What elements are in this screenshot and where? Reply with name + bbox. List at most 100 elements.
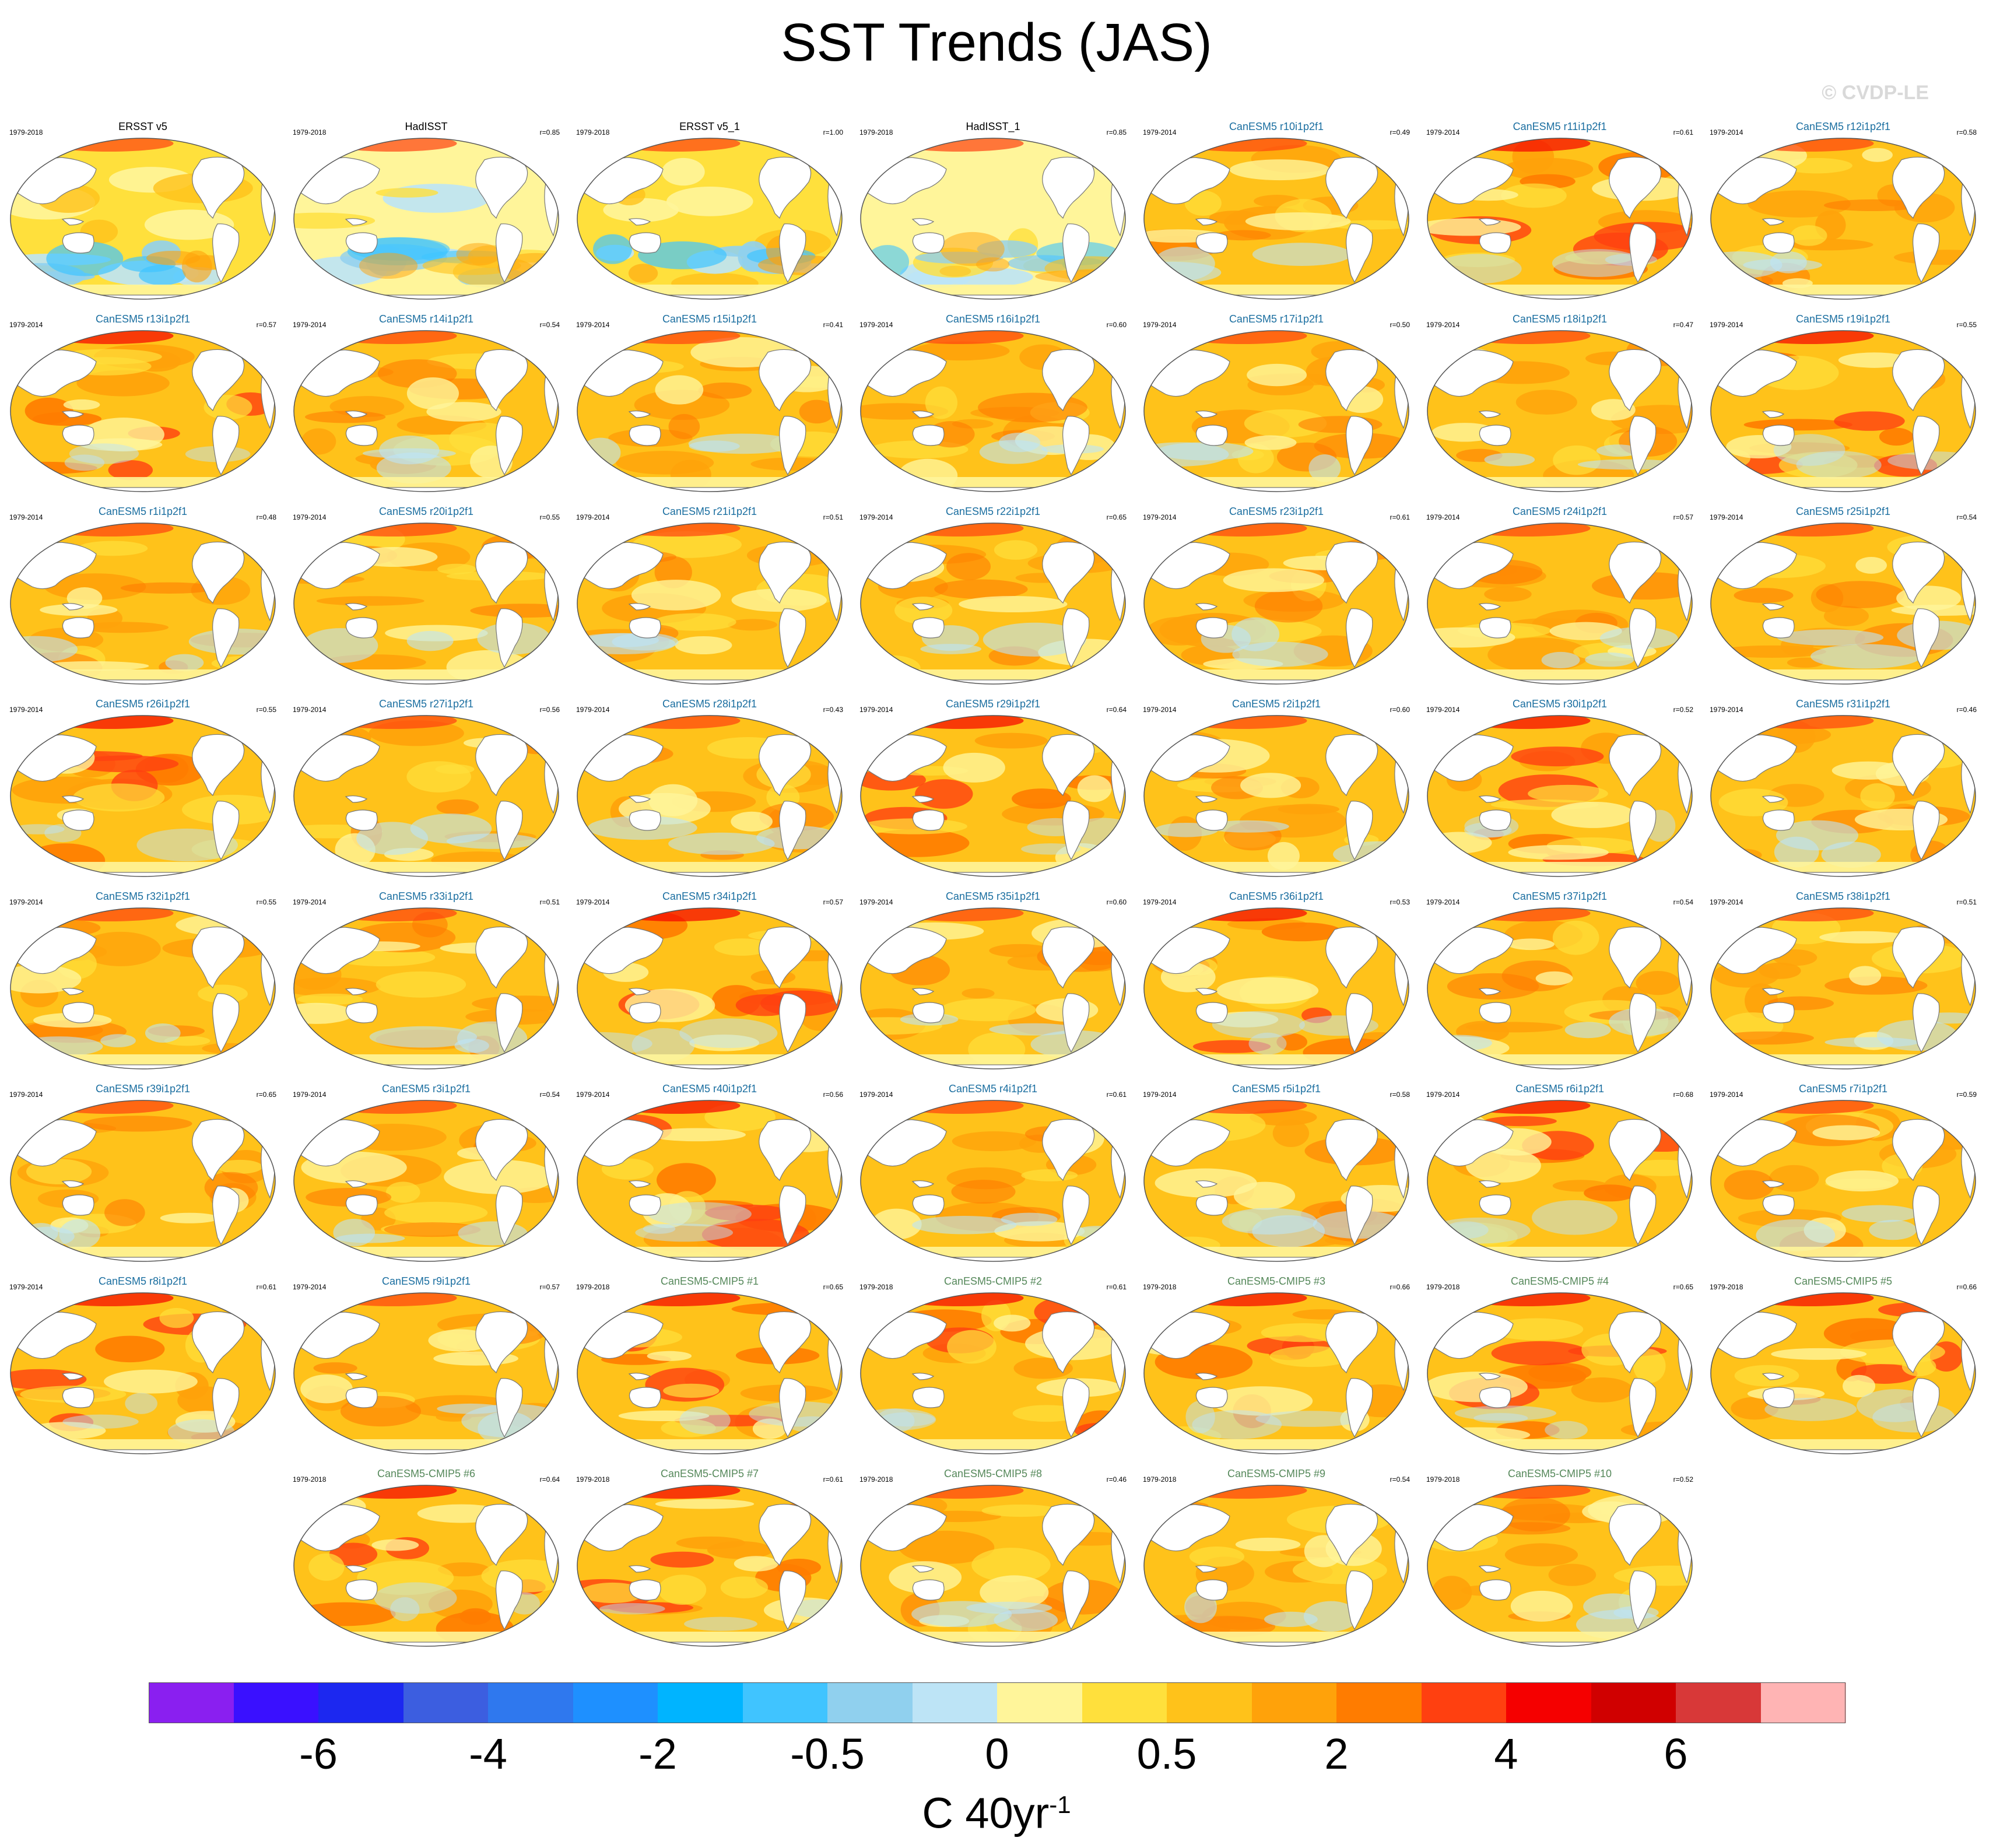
sst-anomaly [668,832,775,855]
sst-trend-map [1427,1485,1693,1647]
continent-3 [1762,1180,1785,1188]
sst-anomaly [994,1314,1031,1332]
sst-anomaly [952,1131,1037,1152]
panel-correlation: r=0.50 [1390,321,1410,329]
sst-anomaly [202,1043,255,1054]
map-outline [1427,138,1693,300]
sst-anomaly [1466,1148,1541,1183]
map-panel: CanESM5 r30i1p2f1 1979-2014 r=0.52 [1423,694,1697,881]
continent-3 [628,795,651,803]
sst-anomaly [656,1163,716,1197]
continent-1 [1062,223,1090,283]
sst-anomaly [1021,1169,1078,1181]
continent-7 [861,1257,1125,1261]
sst-anomaly [1261,1323,1347,1342]
panel-title: CanESM5-CMIP5 #6 [377,1468,476,1479]
sst-trend-map [1427,1100,1693,1262]
panel-correlation: r=0.61 [1673,128,1693,136]
sst-anomaly [947,1330,996,1364]
panel-title: CanESM5-CMIP5 #2 [943,1275,1043,1287]
sst-anomaly [1504,1543,1578,1567]
sst-anomaly [1717,1031,1814,1045]
map-outline [1427,907,1693,1069]
panel-title: CanESM5 r22i1p2f1 [945,506,1041,517]
sst-anomaly [1816,581,1904,608]
panel-correlation: r=0.59 [1956,1090,1977,1099]
continent-1 [212,993,240,1053]
sst-trend-map [293,1485,559,1647]
sst-anomaly [444,1159,555,1194]
map-outline [577,1292,843,1454]
colorbar-tick-label: -0.5 [790,1730,865,1778]
continent-1 [1913,1186,1940,1246]
panel-title: CanESM5-CMIP5 #4 [1510,1275,1609,1287]
map-panel: CanESM5 r17i1p2f1 1979-2014 r=0.50 [1139,309,1413,496]
map-outline [10,715,276,877]
sst-anomaly [1184,190,1222,216]
map-outline [860,1292,1126,1454]
sst-trend-map [293,1100,559,1262]
continent-7 [1144,872,1409,876]
continent-7 [294,1449,559,1454]
map-panel: CanESM5 r36i1p2f1 1979-2014 r=0.53 [1139,886,1413,1073]
continent-6 [1087,1296,1107,1310]
sst-anomaly [1541,651,1580,669]
panel-period: 1979-2014 [1710,128,1743,136]
sst-anomaly [15,1036,103,1057]
sst-anomaly [684,1616,757,1631]
colorbar-tick-label: -2 [638,1730,677,1778]
colorbar-swatch [1251,1682,1337,1723]
sst-anomaly [24,843,106,876]
continent-1 [779,223,806,283]
map-outline [10,1100,276,1262]
continent-1 [1346,801,1373,861]
sst-anomaly [1553,445,1601,475]
sst-anomaly [1748,190,1851,218]
sst-anomaly [894,597,953,625]
map-outline [1143,1485,1409,1647]
continent-1 [1913,993,1940,1053]
sst-anomaly [406,377,459,410]
panel-period: 1979-2014 [859,1090,893,1099]
sst-trend-map [577,1100,843,1262]
continent-3 [1195,218,1218,226]
sst-trend-map [577,907,843,1069]
sst-trend-map [1710,715,1976,877]
continent-1 [496,223,523,283]
panel-title: CanESM5-CMIP5 #5 [1794,1275,1893,1287]
continent-7 [10,487,275,492]
panel-title: CanESM5 r10i1p2f1 [1229,121,1324,132]
sst-trend-map [1143,138,1409,300]
sst-anomaly [100,1034,136,1047]
sst-anomaly [959,595,1068,613]
sst-anomaly [865,245,910,279]
sst-anomaly [458,1221,528,1246]
map-panel: CanESM5-CMIP5 #2 1979-2018 r=0.61 [856,1271,1130,1458]
continent-3 [61,1373,85,1380]
map-panel: CanESM5-CMIP5 #9 1979-2018 r=0.54 [1139,1464,1413,1650]
sst-trend-map [1143,1292,1409,1454]
continent-1 [1062,608,1090,668]
continent-7 [861,1449,1125,1454]
panel-title: CanESM5 r27i1p2f1 [378,698,474,710]
continent-6 [803,1104,823,1118]
continent-4 [345,1194,378,1216]
continent-4 [345,617,378,639]
continent-1 [212,223,240,283]
map-panel: CanESM5 r32i1p2f1 1979-2014 r=0.55 [6,886,280,1073]
panel-period: 1979-2014 [1143,898,1177,906]
sst-anomaly [120,582,217,594]
continent-4 [1195,1387,1228,1408]
panel-correlation: r=0.54 [539,1090,560,1099]
map-outline [293,330,559,492]
map-outline [860,138,1126,300]
continent-6 [1087,1489,1107,1503]
sst-trend-map [10,1100,276,1262]
panel-period: 1979-2014 [9,1090,43,1099]
continent-3 [628,988,651,995]
panel-period: 1979-2014 [1143,128,1177,136]
panel-correlation: r=0.56 [539,706,560,714]
sst-anomaly [1001,1212,1058,1226]
continent-7 [861,294,1125,299]
map-panel: CanESM5-CMIP5 #8 1979-2018 r=0.46 [856,1464,1130,1650]
